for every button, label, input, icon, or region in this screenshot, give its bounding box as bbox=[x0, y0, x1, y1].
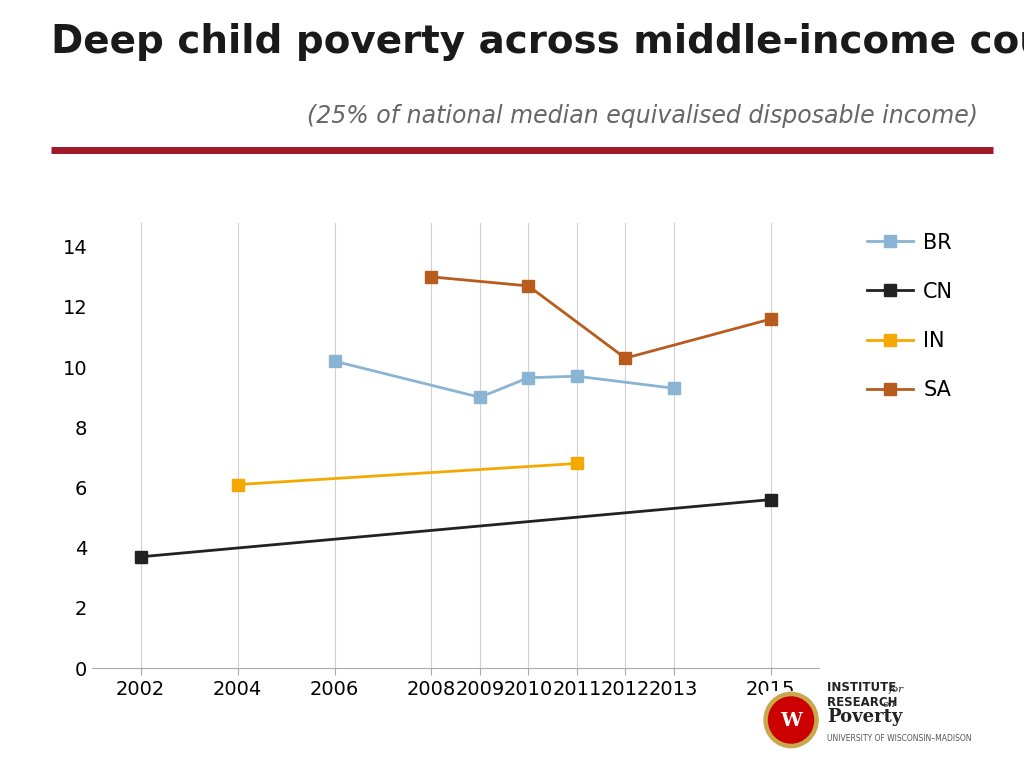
Text: UNIVERSITY OF WISCONSIN–MADISON: UNIVERSITY OF WISCONSIN–MADISON bbox=[827, 733, 972, 743]
Text: RESEARCH: RESEARCH bbox=[827, 696, 902, 709]
Legend: BR, CN, IN, SA: BR, CN, IN, SA bbox=[859, 224, 962, 409]
Circle shape bbox=[764, 693, 818, 748]
Text: for: for bbox=[889, 684, 904, 694]
Text: W: W bbox=[780, 712, 802, 730]
Text: INSTITUTE: INSTITUTE bbox=[827, 680, 901, 694]
Text: Poverty: Poverty bbox=[827, 708, 903, 726]
Text: on: on bbox=[883, 700, 896, 709]
Text: (25% of national median equivalised disposable income): (25% of national median equivalised disp… bbox=[307, 104, 978, 127]
Text: Deep child poverty across middle-income countries: Deep child poverty across middle-income … bbox=[51, 23, 1024, 61]
Circle shape bbox=[768, 697, 813, 743]
